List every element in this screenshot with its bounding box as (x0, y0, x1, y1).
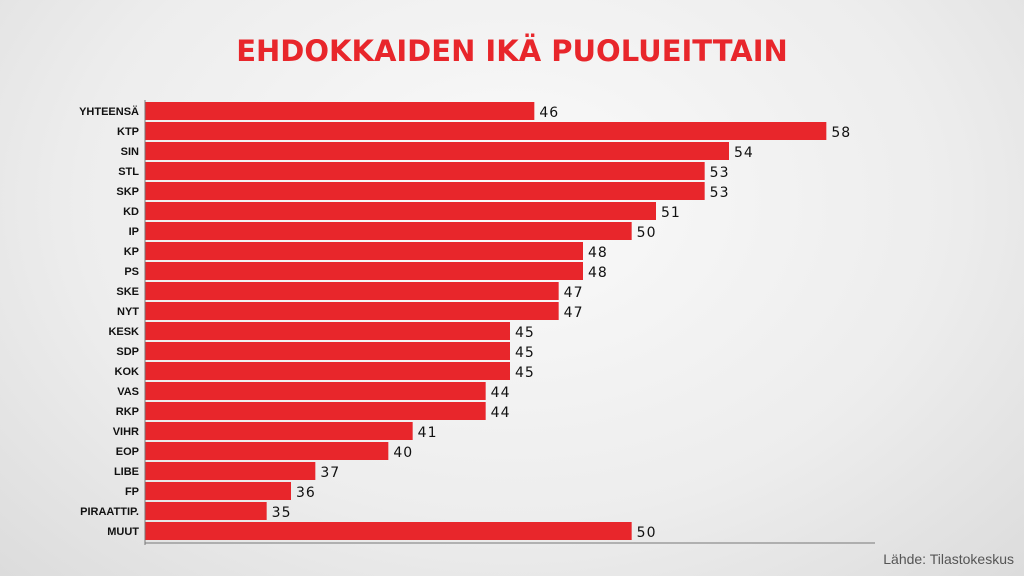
bar (145, 462, 316, 480)
category-label: KOK (115, 366, 140, 378)
category-label: YHTEENSÄ (79, 105, 139, 118)
category-label: NYT (117, 306, 139, 318)
data-label: 50 (637, 525, 657, 541)
bar (145, 382, 486, 400)
bar (145, 242, 583, 260)
bar (145, 162, 705, 180)
category-label: KD (123, 206, 139, 218)
category-label: SKP (116, 186, 139, 198)
category-label: RKP (116, 406, 139, 418)
category-label: PIRAATTIP. (80, 506, 139, 518)
data-label: 53 (710, 165, 730, 181)
data-label: 51 (661, 205, 681, 221)
data-label: 48 (588, 265, 608, 281)
bar (145, 302, 559, 320)
data-label: 40 (393, 445, 413, 461)
category-label: VAS (117, 386, 139, 398)
bar (145, 442, 389, 460)
bar (145, 122, 827, 140)
data-label: 36 (296, 485, 316, 501)
category-label: SIN (121, 146, 139, 158)
source-note: Lähde: Tilastokeskus (883, 551, 1014, 567)
chart-title: EHDOKKAIDEN IKÄ PUOLUEITTAIN (236, 34, 788, 68)
data-label: 41 (418, 425, 438, 441)
data-label: 48 (588, 245, 608, 261)
bar (145, 142, 729, 160)
data-label: 47 (564, 305, 584, 321)
category-label: SDP (116, 346, 139, 358)
data-label: 45 (515, 345, 535, 361)
category-label: KTP (117, 126, 139, 138)
bar (145, 262, 583, 280)
category-label: LIBE (114, 466, 139, 478)
category-label: VIHR (113, 426, 139, 438)
data-label: 44 (491, 385, 511, 401)
bar (145, 322, 510, 340)
category-label: STL (118, 166, 139, 178)
bar (145, 202, 656, 220)
data-label: 53 (710, 185, 730, 201)
data-label: 58 (831, 125, 851, 141)
bar (145, 342, 510, 360)
category-label: FP (125, 486, 139, 498)
data-label: 44 (491, 405, 511, 421)
bar (145, 522, 632, 540)
bar (145, 362, 510, 380)
bar (145, 482, 291, 500)
data-label: 45 (515, 365, 535, 381)
bar (145, 282, 559, 300)
data-label: 37 (320, 465, 340, 481)
data-label: 47 (564, 285, 584, 301)
bar (145, 402, 486, 420)
data-label: 50 (637, 225, 657, 241)
category-label: SKE (116, 286, 139, 298)
category-label: IP (129, 226, 139, 238)
bar (145, 502, 267, 520)
data-label: 46 (539, 105, 559, 121)
data-label: 54 (734, 145, 754, 161)
category-label: KP (124, 246, 139, 258)
category-label: PS (124, 266, 139, 278)
bar (145, 422, 413, 440)
data-label: 35 (272, 505, 292, 521)
category-label: KESK (108, 326, 139, 338)
category-label: MUUT (107, 526, 139, 538)
bar (145, 222, 632, 240)
bar (145, 102, 535, 120)
data-label: 45 (515, 325, 535, 341)
category-label: EOP (116, 446, 139, 458)
bar (145, 182, 705, 200)
